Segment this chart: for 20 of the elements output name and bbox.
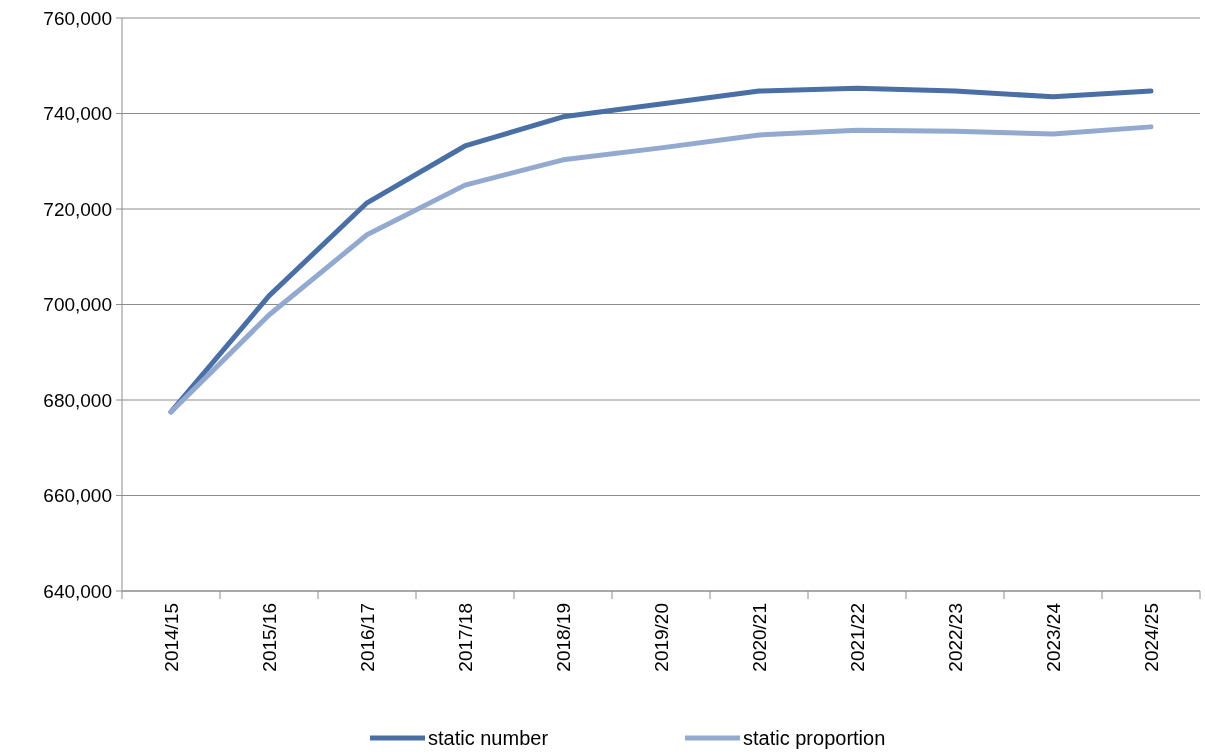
x-tick-label: 2019/20 <box>650 603 672 672</box>
legend-label: static number <box>428 727 549 749</box>
x-tick-label: 2017/18 <box>454 603 476 672</box>
x-tick-label: 2024/25 <box>1140 603 1162 672</box>
y-tick-label: 680,000 <box>43 389 112 411</box>
legend-label: static proportion <box>743 727 886 749</box>
x-tick-label: 2022/23 <box>944 603 966 672</box>
y-tick-label: 740,000 <box>43 103 112 125</box>
y-tick-label: 760,000 <box>43 7 112 29</box>
y-tick-label: 720,000 <box>43 198 112 220</box>
y-tick-label: 640,000 <box>43 580 112 602</box>
x-tick-label: 2021/22 <box>846 603 868 672</box>
y-tick-label: 700,000 <box>43 294 112 316</box>
y-tick-label: 660,000 <box>43 485 112 507</box>
x-tick-label: 2020/21 <box>748 603 770 672</box>
x-tick-label: 2016/17 <box>356 603 378 672</box>
x-tick-label: 2015/16 <box>258 603 280 672</box>
x-tick-label: 2023/24 <box>1042 602 1064 672</box>
x-tick-label: 2018/19 <box>552 603 574 672</box>
x-tick-label: 2014/15 <box>160 603 182 672</box>
